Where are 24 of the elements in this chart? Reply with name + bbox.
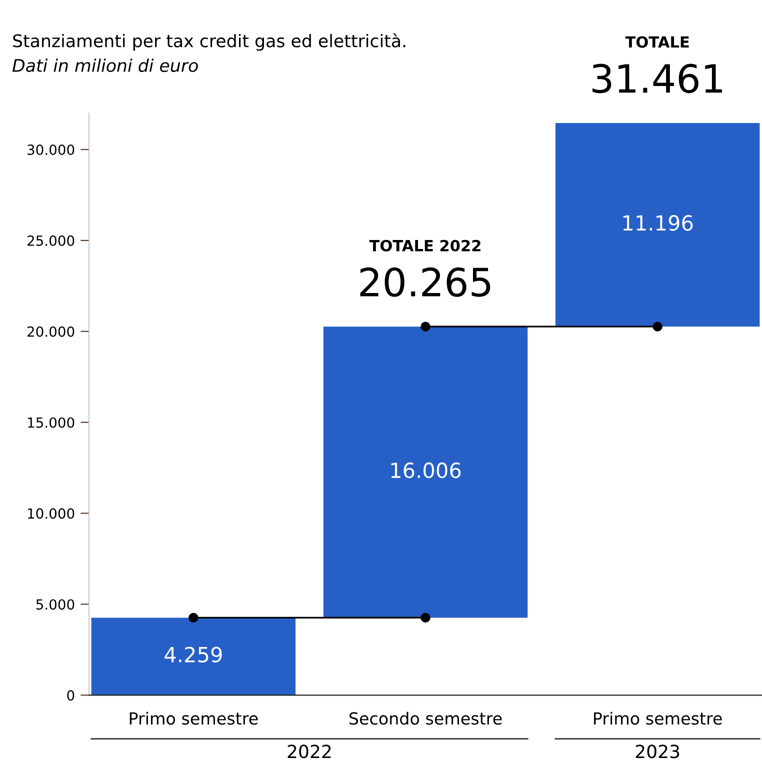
- y-tick-label: 0: [67, 690, 74, 701]
- bar: [91, 618, 296, 696]
- data-label: 16.006: [391, 462, 461, 478]
- text: 2023: [636, 744, 680, 758]
- y-tick-label: 15.000: [28, 417, 74, 428]
- annotation: TOTALE 2022: [369, 240, 480, 252]
- bar: [323, 326, 528, 618]
- x-tick-label: Primo semestre: [130, 712, 258, 725]
- text: 31.461: [592, 64, 722, 94]
- x-tick-label: Secondo semestre: [349, 712, 502, 725]
- y-tick-label: 10.000: [28, 508, 74, 519]
- chart-subtitle: Dati in milioni di euro: [12, 58, 198, 72]
- data-label: 11.196: [623, 215, 693, 231]
- chart-title: Stanziamenti per tax credit gas ed elettricità.: [13, 33, 406, 51]
- y-tick-label: 30.000: [28, 144, 74, 155]
- text: 2022: [288, 744, 331, 758]
- x-tick-label: Primo semestre: [594, 712, 722, 725]
- y-tick-label: 20.000: [28, 326, 74, 337]
- text: TOTALE: [625, 36, 689, 48]
- data-label: 4.259: [164, 646, 222, 662]
- annotation: 20.265: [360, 267, 490, 297]
- y-tick-label: 5.000: [36, 599, 74, 610]
- bar: [555, 122, 760, 327]
- y-tick-label: 25.000: [28, 235, 74, 246]
